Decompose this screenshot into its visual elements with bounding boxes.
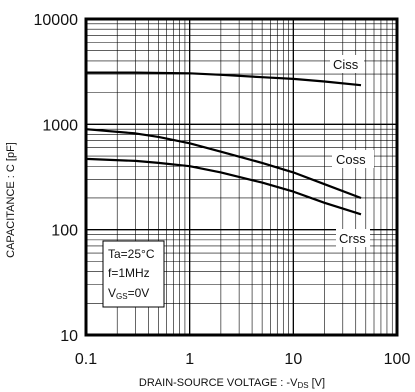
x-tick-label: 10 [284, 351, 302, 368]
series-labels: Ciss Coss Crss [330, 55, 374, 247]
series-lines [85, 71, 362, 216]
condition-vgs-main: V [108, 286, 116, 300]
label-bg-crss [336, 229, 370, 247]
conditions-legend: Ta=25°C f=1MHz VGS=0V [102, 240, 165, 308]
x-tick-label: 100 [384, 351, 411, 368]
series-line-crss [85, 157, 362, 216]
x-axis-title-main: DRAIN-SOURCE VOLTAGE : -V [139, 377, 298, 389]
condition-vgs-rest: =0V [128, 286, 150, 300]
x-tick-label: 0.1 [75, 351, 97, 368]
series-line-coss [85, 128, 362, 200]
condition-frequency: f=1MHz [108, 266, 150, 280]
series-label-coss: Coss [336, 152, 366, 167]
x-axis-title: DRAIN-SOURCE VOLTAGE : -VDS [V] [139, 377, 325, 390]
condition-temperature: Ta=25°C [108, 247, 155, 261]
y-axis-title: CAPACITANCE : C [pF] [5, 142, 17, 258]
plot-frame [84, 17, 399, 337]
y-tick-label: 100 [51, 223, 78, 240]
y-tick-label: 10 [60, 328, 78, 345]
x-tick-label: 1 [185, 351, 194, 368]
series-label-crss: Crss [339, 231, 366, 246]
condition-vgs: VGS=0V [108, 286, 149, 301]
label-bg-coss [332, 150, 374, 168]
series-label-ciss: Ciss [333, 57, 359, 72]
y-tick-labels: 10 100 1000 10000 [34, 12, 79, 345]
x-tick-labels: 0.1 1 10 100 [75, 351, 411, 368]
conditions-box [102, 240, 165, 308]
label-bg-ciss [330, 55, 364, 73]
y-tick-label: 10000 [34, 12, 79, 29]
x-axis-title-unit: [V] [309, 377, 326, 389]
series-line-ciss [86, 71, 362, 87]
condition-vgs-subscript: GS [116, 292, 128, 301]
x-axis-title-subscript: DS [297, 381, 308, 390]
y-tick-label: 1000 [42, 117, 78, 134]
